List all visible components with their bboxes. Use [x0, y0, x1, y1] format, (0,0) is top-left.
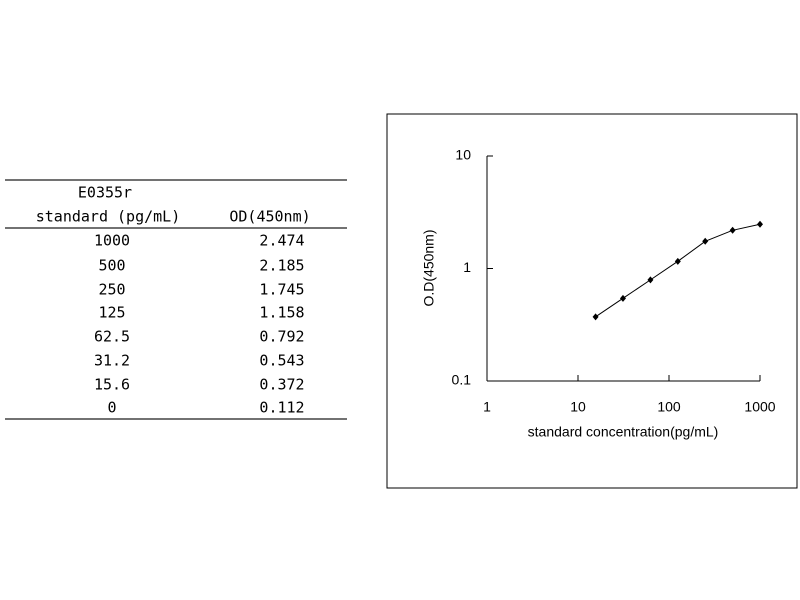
- table-cell: 0.543: [259, 352, 304, 370]
- y-tick-label: 0.1: [452, 372, 472, 388]
- y-tick-label: 1: [463, 259, 471, 275]
- table-cell: 31.2: [94, 352, 130, 370]
- table-cell: 62.5: [94, 328, 130, 346]
- table-cell: 500: [98, 257, 125, 275]
- table-cell: 1.745: [259, 281, 304, 299]
- x-axis-label: standard concentration(pg/mL): [528, 424, 719, 440]
- data-line: [595, 223, 761, 318]
- table-cell: 125: [98, 304, 125, 322]
- x-tick-label: 100: [657, 399, 681, 415]
- data-point: [592, 313, 599, 321]
- table-caption: E0355r: [78, 184, 132, 202]
- table-cell: 2.185: [259, 257, 304, 275]
- table-cell: 0.112: [259, 399, 304, 417]
- table-cell: 1000: [94, 232, 130, 250]
- table-cell: 2.474: [259, 232, 304, 250]
- x-tick-label: 1: [483, 399, 491, 415]
- table-cell: 1.158: [259, 304, 304, 322]
- column-header: OD(450nm): [229, 208, 310, 226]
- data-point: [729, 226, 736, 234]
- table-cell: 250: [98, 281, 125, 299]
- chart-frame: [386, 113, 798, 489]
- data-point: [647, 276, 654, 284]
- data-point: [702, 237, 709, 245]
- x-tick-label: 10: [570, 399, 586, 415]
- table-cell: 0: [107, 399, 116, 417]
- column-header: standard (pg/mL): [36, 208, 181, 226]
- y-axis-label: O.D(450nm): [421, 229, 437, 306]
- table-cell: 0.372: [259, 376, 304, 394]
- x-tick-label: 1000: [744, 399, 775, 415]
- data-point: [619, 294, 626, 302]
- data-point: [757, 220, 763, 228]
- y-tick-label: 10: [455, 147, 471, 163]
- table-cell: 0.792: [259, 328, 304, 346]
- table-cell: 15.6: [94, 376, 130, 394]
- data-point: [674, 257, 681, 265]
